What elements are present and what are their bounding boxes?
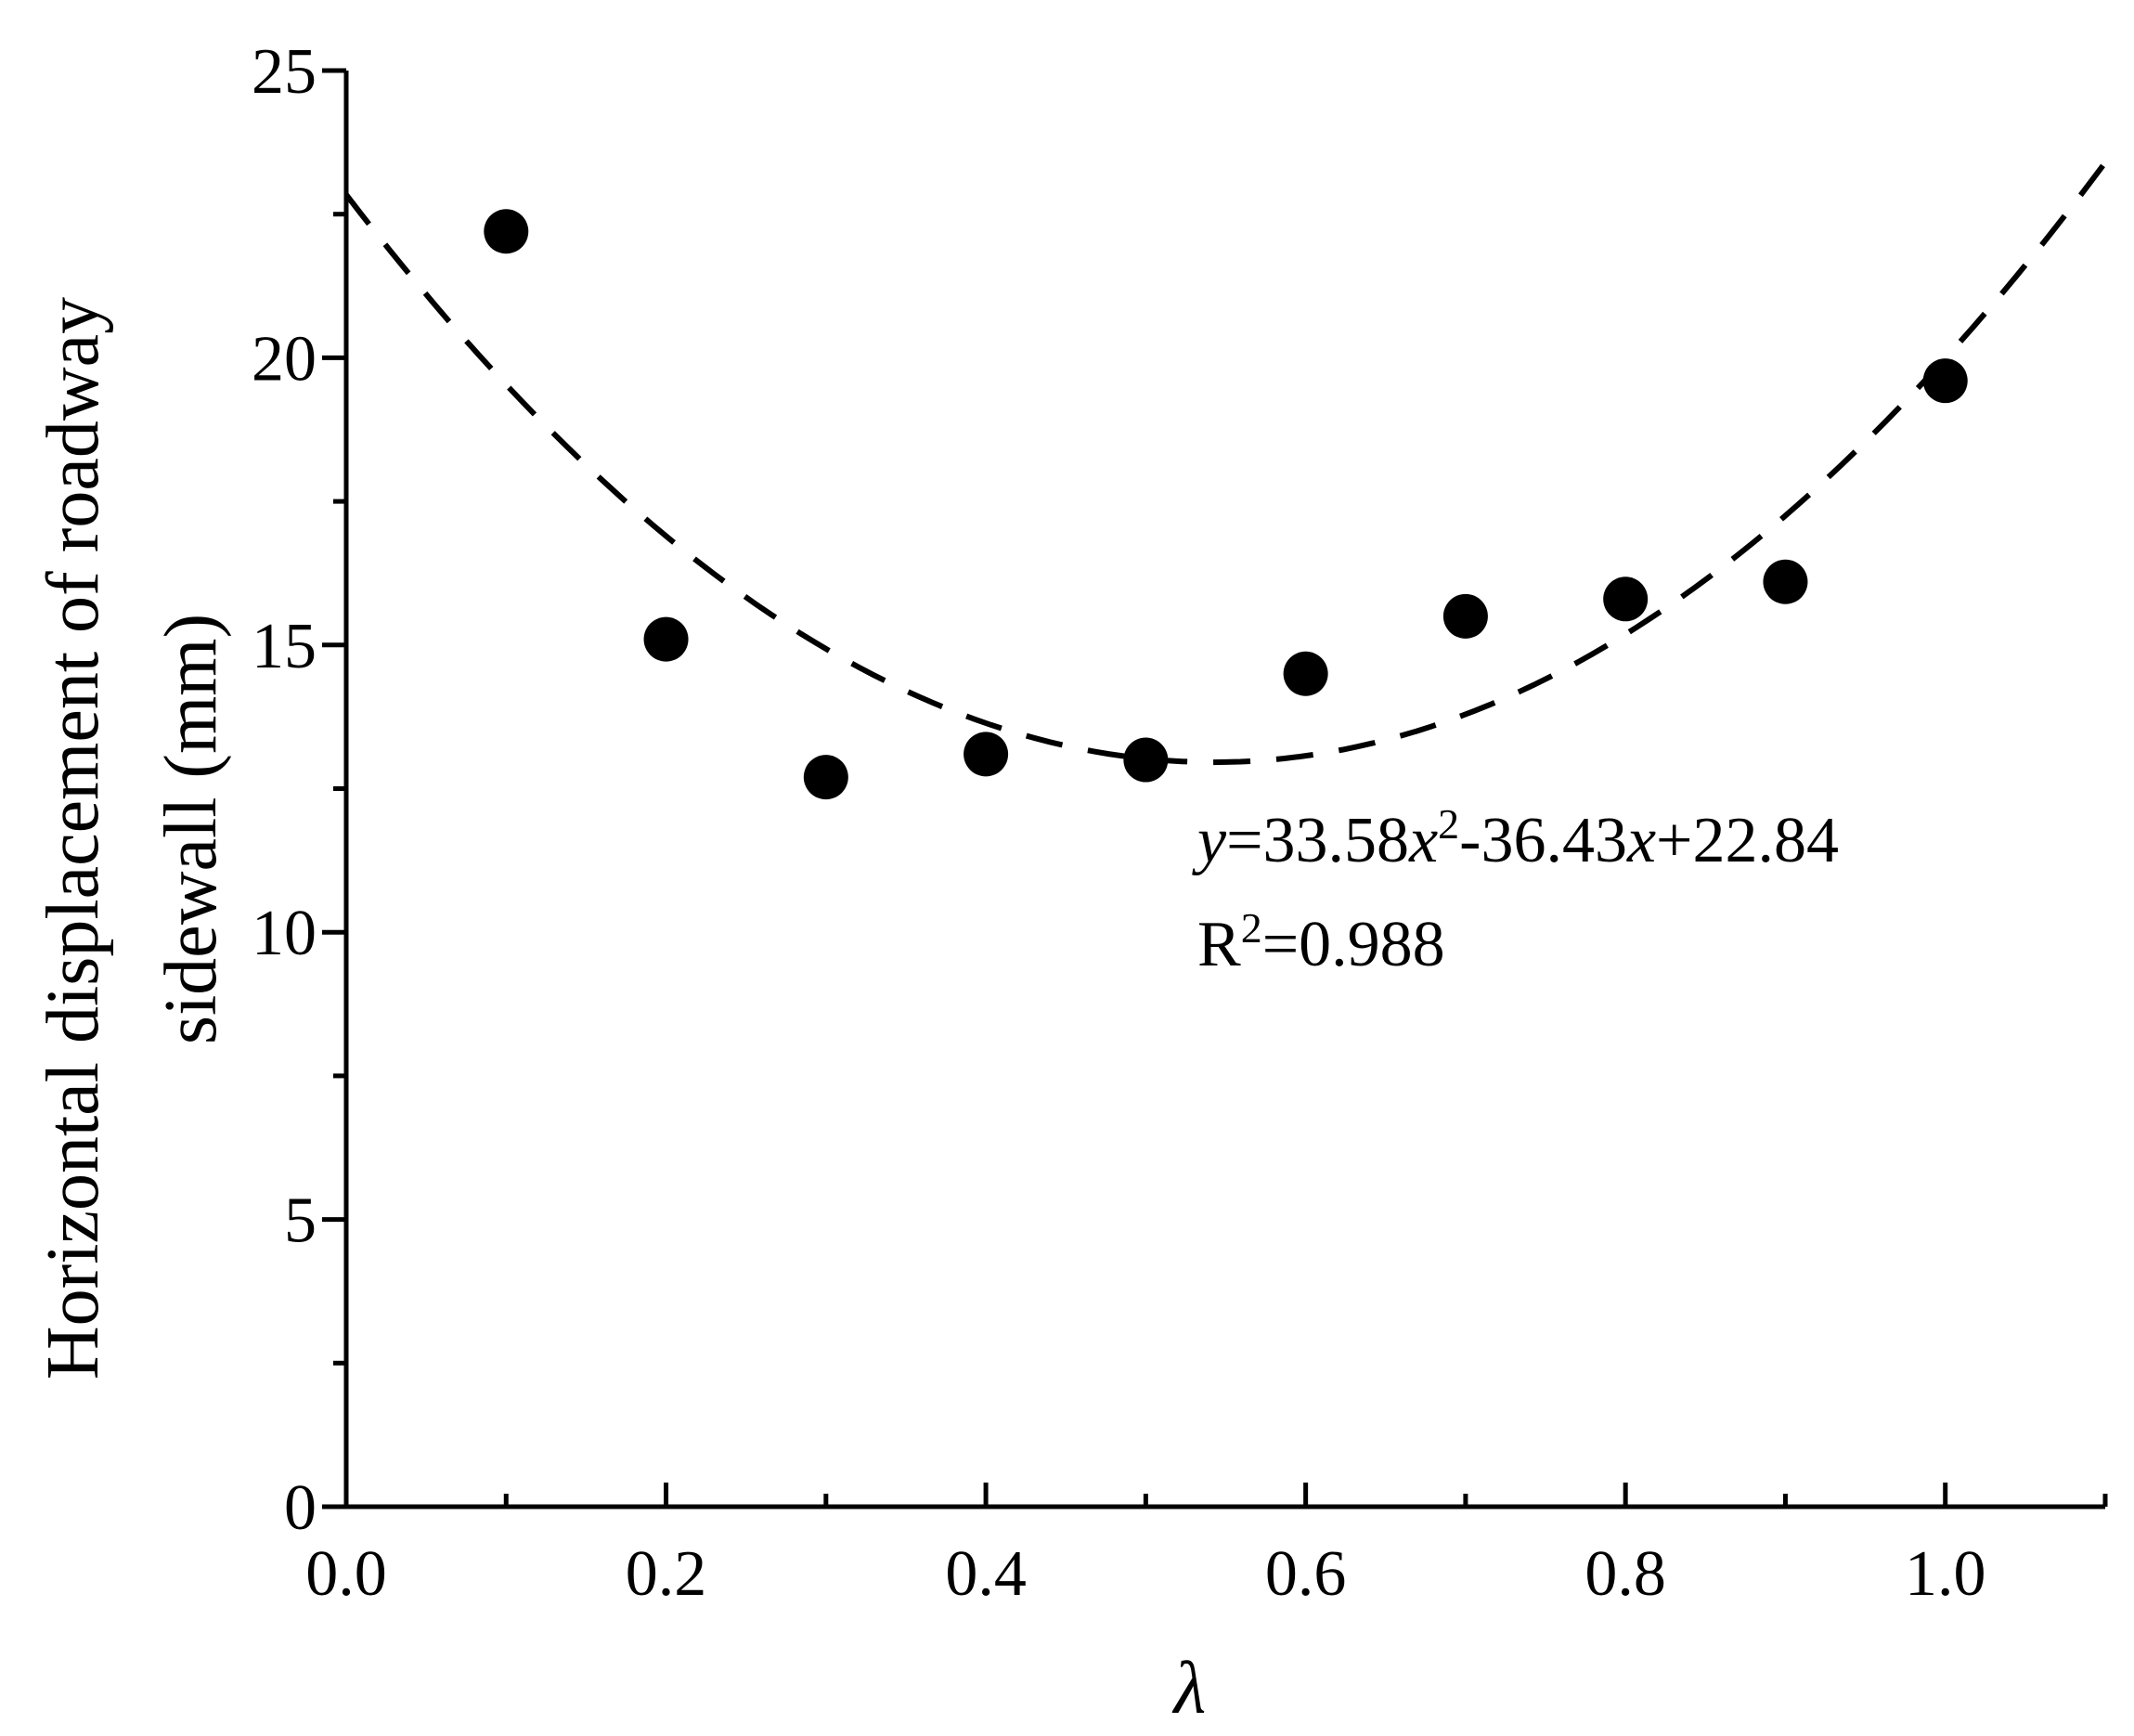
data-point [1442,593,1488,639]
data-point [1603,577,1649,622]
y-tick-label: 25 [252,36,317,108]
data-point [1123,737,1169,783]
fit-curve-layer [343,161,2108,766]
data-point [643,616,689,662]
y-axis-title-line-1: Horizontal displacement of roadway [32,297,114,1380]
x-tick-label: 0.6 [1265,1538,1347,1610]
y-axis-title: Horizontal displacement of roadway sidew… [32,279,232,1380]
data-point [1763,559,1808,604]
y-tick-label: 0 [284,1472,317,1544]
y-axis-title-line-2: sidewall (mm) [150,614,232,1044]
data-point [1922,358,1968,404]
data-point [484,209,529,254]
data-point [803,755,848,800]
x-tick-label: 0.0 [305,1538,387,1610]
fit-r-squared: R2=0.988 [1197,904,1445,981]
x-tick-label: 1.0 [1905,1538,1986,1610]
data-points-layer [484,209,1968,800]
y-tick-label: 15 [252,611,317,682]
x-tick-label: 0.2 [626,1538,707,1610]
y-tick-label: 10 [252,898,317,969]
fit-equation: y=33.58x2-36.43x+22.84 [1192,800,1839,877]
x-tick-label: 0.4 [945,1538,1027,1610]
y-tick-label: 5 [284,1185,317,1257]
x-tick-label: 0.8 [1584,1538,1666,1610]
axes: 0.0 0.2 0.4 0.6 0.8 1.0 0 5 10 15 20 25 [252,36,2108,1610]
fit-curve [343,161,2108,766]
y-tick-label: 20 [252,323,317,395]
data-point [1283,651,1328,696]
x-axis-title: λ [1172,1648,1207,1730]
data-point [964,732,1009,777]
